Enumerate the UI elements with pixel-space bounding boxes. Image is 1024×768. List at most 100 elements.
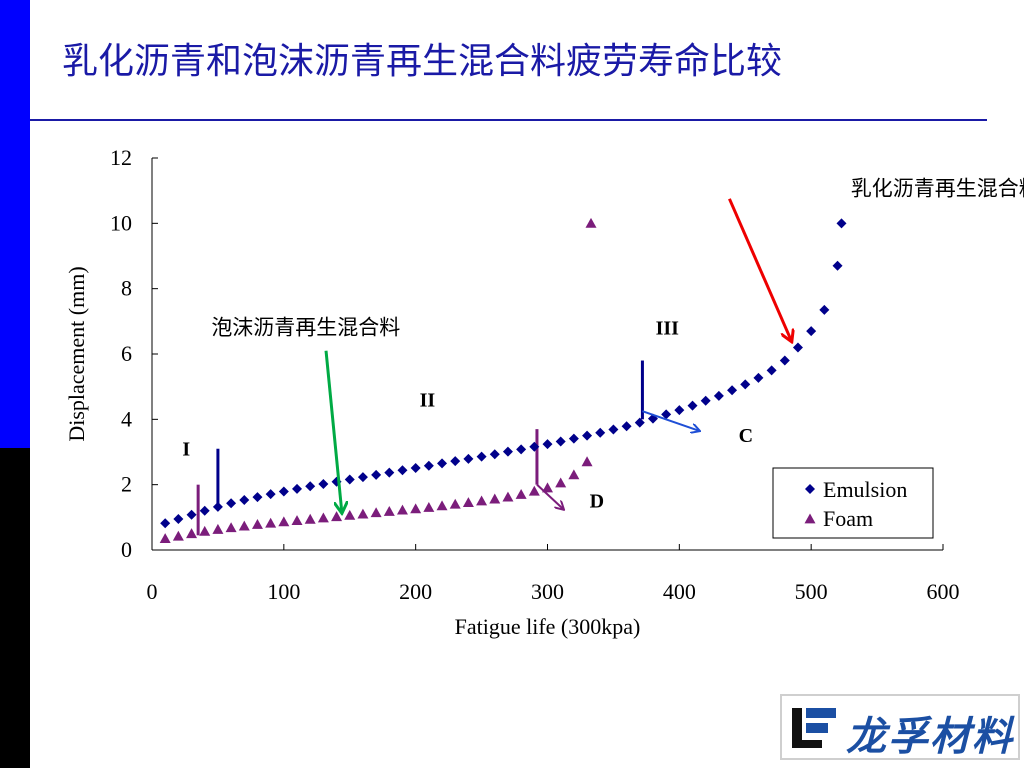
foam-point: [186, 528, 198, 539]
foam-point: [238, 520, 250, 531]
emulsion-point: [502, 446, 513, 457]
emulsion-point: [160, 518, 171, 529]
x-tick-label: 300: [531, 579, 564, 604]
emulsion-point: [792, 342, 803, 353]
emulsion-point: [753, 372, 764, 383]
emulsion-point: [516, 444, 527, 455]
foam-point: [278, 516, 290, 527]
foam-point: [304, 513, 316, 524]
foam-point: [568, 469, 580, 480]
callout-label: 泡沫沥青再生混合料: [211, 315, 400, 339]
emulsion-point: [832, 260, 843, 271]
region-label: I: [182, 438, 190, 460]
x-tick-label: 100: [267, 579, 300, 604]
arrow-foam-callout: [324, 350, 342, 513]
region-label: C: [739, 425, 753, 447]
emulsion-point: [779, 355, 790, 366]
emulsion-point: [595, 427, 606, 438]
emulsion-point: [700, 395, 711, 406]
arrow-C: [642, 410, 699, 431]
x-tick-label: 200: [399, 579, 432, 604]
arrow-emulsion-callout: [728, 198, 791, 341]
title-divider: [30, 119, 987, 121]
side-accent-black: [0, 448, 30, 768]
emulsion-point: [318, 479, 329, 490]
foam-point: [528, 485, 540, 496]
foam-point: [317, 512, 329, 523]
region-label: II: [420, 389, 436, 411]
y-tick-label: 2: [121, 472, 132, 497]
emulsion-point: [568, 433, 579, 444]
foam-point: [436, 500, 448, 511]
emulsion-point: [173, 513, 184, 524]
emulsion-point: [450, 456, 461, 467]
foam-point: [581, 456, 593, 467]
emulsion-point: [226, 498, 237, 509]
emulsion-point: [344, 474, 355, 485]
foam-point: [555, 477, 567, 488]
x-tick-label: 500: [795, 579, 828, 604]
region-label: III: [656, 317, 680, 339]
legend-foam-icon: [804, 513, 816, 524]
foam-point: [449, 498, 461, 509]
emulsion-point: [687, 400, 698, 411]
foam-point: [331, 511, 343, 522]
foam-point: [476, 495, 488, 506]
foam-point: [159, 533, 171, 543]
x-tick-label: 400: [663, 579, 696, 604]
emulsion-point: [265, 489, 276, 500]
emulsion-point: [397, 465, 408, 476]
logo-text: 龙孚材料: [846, 714, 1014, 760]
legend-foam-label: Foam: [823, 506, 873, 531]
emulsion-point: [634, 417, 645, 428]
x-tick-label: 600: [927, 579, 960, 604]
legend-emulsion-label: Emulsion: [823, 477, 907, 502]
foam-point: [585, 217, 597, 228]
y-tick-label: 8: [121, 276, 132, 301]
emulsion-point: [806, 326, 817, 337]
emulsion-point: [529, 441, 540, 452]
emulsion-point: [437, 458, 448, 469]
y-tick-label: 6: [121, 341, 132, 366]
emulsion-point: [384, 467, 395, 478]
foam-point: [502, 491, 514, 502]
foam-point: [370, 507, 382, 518]
emulsion-point: [410, 463, 421, 474]
x-axis-label: Fatigue life (300kpa): [455, 614, 641, 639]
emulsion-point: [371, 469, 382, 480]
foam-point: [199, 525, 211, 536]
emulsion-point: [186, 509, 197, 520]
company-logo: 龙孚材料: [780, 694, 1020, 760]
legend-emulsion-icon: [805, 484, 815, 494]
foam-point: [344, 509, 356, 520]
emulsion-point: [621, 421, 632, 432]
emulsion-point: [278, 486, 289, 497]
emulsion-point: [489, 449, 500, 460]
emulsion-point: [423, 460, 434, 471]
callout-label: 乳化沥青再生混合料: [851, 177, 1024, 201]
y-axis-label: Displacement (mm): [64, 266, 89, 441]
emulsion-point: [252, 492, 263, 503]
side-accent-blue: [0, 0, 30, 448]
foam-point: [489, 493, 501, 504]
emulsion-point: [199, 505, 210, 516]
foam-point: [212, 523, 224, 534]
logo-mark-icon: [792, 708, 836, 748]
y-tick-label: 4: [121, 406, 132, 431]
emulsion-point: [819, 304, 830, 315]
foam-point: [383, 505, 395, 516]
emulsion-point: [292, 483, 303, 494]
emulsion-point: [608, 424, 619, 435]
emulsion-point: [661, 409, 672, 420]
foam-point: [410, 503, 422, 514]
foam-point: [265, 517, 277, 528]
foam-point: [291, 515, 303, 525]
foam-point: [396, 504, 408, 515]
y-tick-label: 12: [110, 145, 132, 170]
arrow-D: [536, 483, 563, 510]
foam-point: [542, 482, 553, 493]
foam-point: [423, 502, 435, 512]
slide-title: 乳化沥青和泡沫沥青再生混合料疲劳寿命比较: [62, 41, 783, 82]
emulsion-point: [766, 365, 777, 376]
